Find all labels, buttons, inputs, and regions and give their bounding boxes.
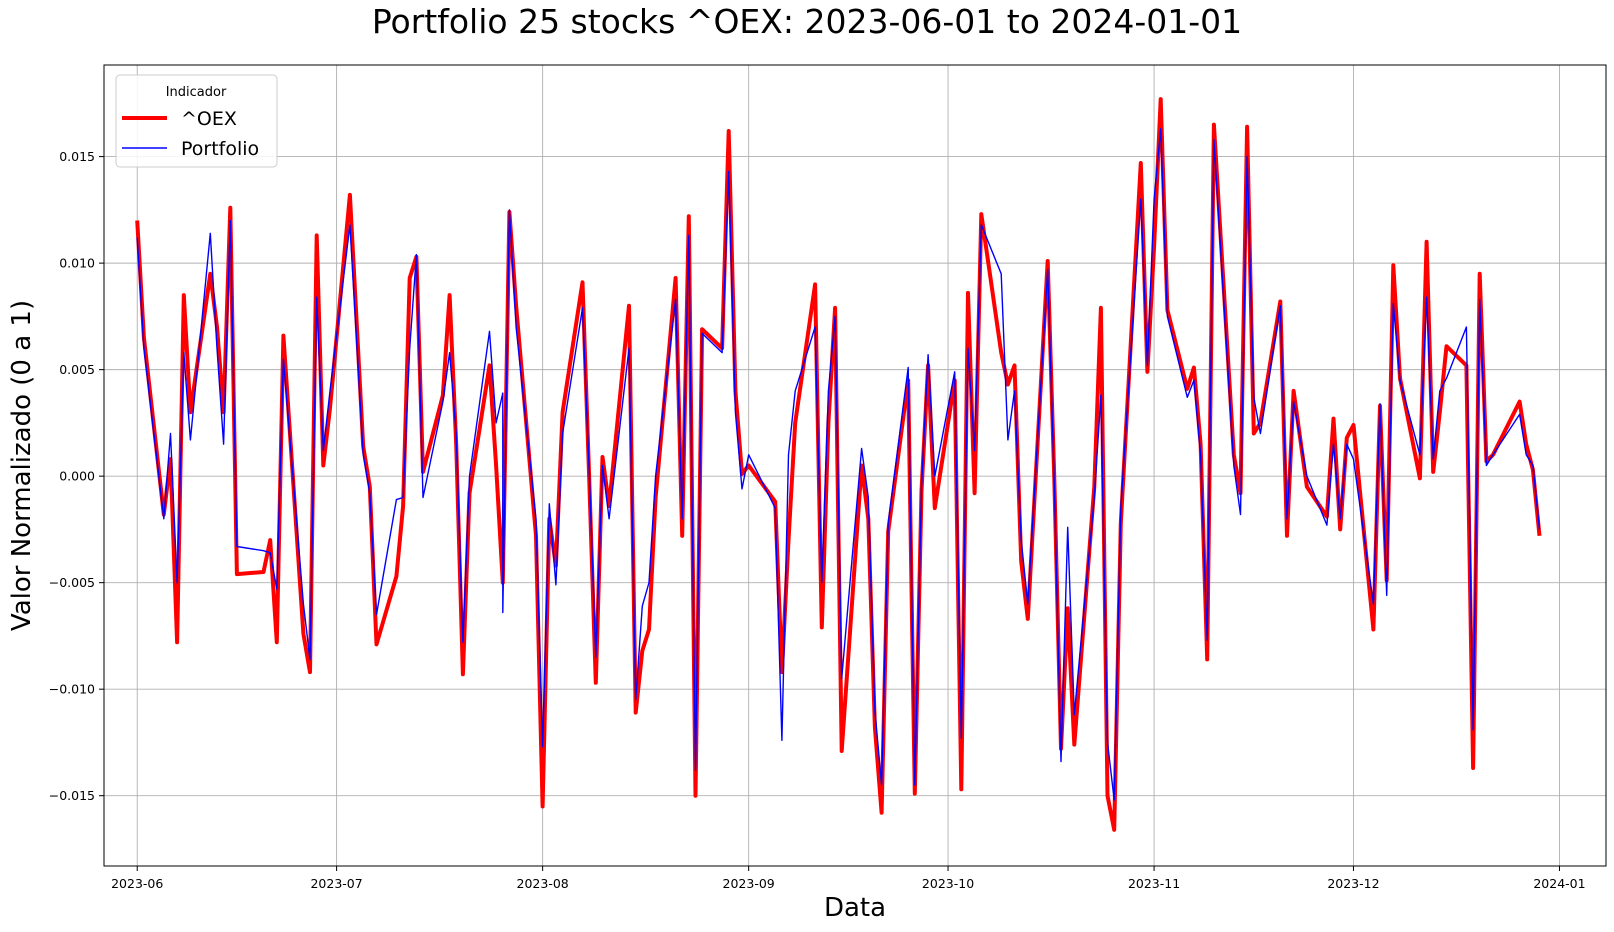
legend-box	[115, 74, 278, 168]
y-tick-label: 0.005	[59, 362, 95, 377]
x-axis-label: Data	[824, 893, 886, 923]
y-axis-label: Valor Normalizado (0 a 1)	[7, 300, 37, 631]
series-lines	[135, 97, 1542, 832]
x-tick-label: 2023-09	[723, 876, 775, 891]
x-axis-ticks: 2023-06 2023-07 2023-08 2023-09 2023-10 2023-…	[111, 866, 1586, 891]
chart-title: Portfolio 25 stocks ^OEX: 2023-06-01 to …	[371, 2, 1243, 41]
legend-label-portfolio: Portfolio	[181, 138, 259, 160]
plot-frame	[103, 64, 1607, 867]
legend: Indicador ^OEX Portfolio	[115, 74, 278, 168]
y-tick-label: −0.010	[49, 682, 95, 697]
x-tick-label: 2023-12	[1327, 876, 1379, 891]
x-tick-label: 2024-01	[1533, 876, 1585, 891]
x-tick-label: 2023-10	[922, 876, 974, 891]
y-tick-label: −0.015	[49, 788, 95, 803]
y-tick-label: 0.015	[59, 149, 95, 164]
y-tick-label: −0.005	[49, 575, 95, 590]
x-tick-label: 2023-06	[111, 876, 163, 891]
legend-title: Indicador	[166, 85, 227, 100]
y-tick-label: 0.010	[59, 256, 95, 271]
series-line-portfolio	[136, 128, 1541, 801]
x-tick-label: 2023-07	[310, 876, 362, 891]
y-axis-ticks: −0.015 −0.010 −0.005 0.000 0.005 0.010 0.015	[49, 149, 104, 803]
x-tick-label: 2023-11	[1128, 876, 1180, 891]
x-tick-label: 2023-08	[517, 876, 569, 891]
y-tick-label: 0.000	[59, 469, 95, 484]
legend-label-oex: ^OEX	[181, 108, 237, 130]
